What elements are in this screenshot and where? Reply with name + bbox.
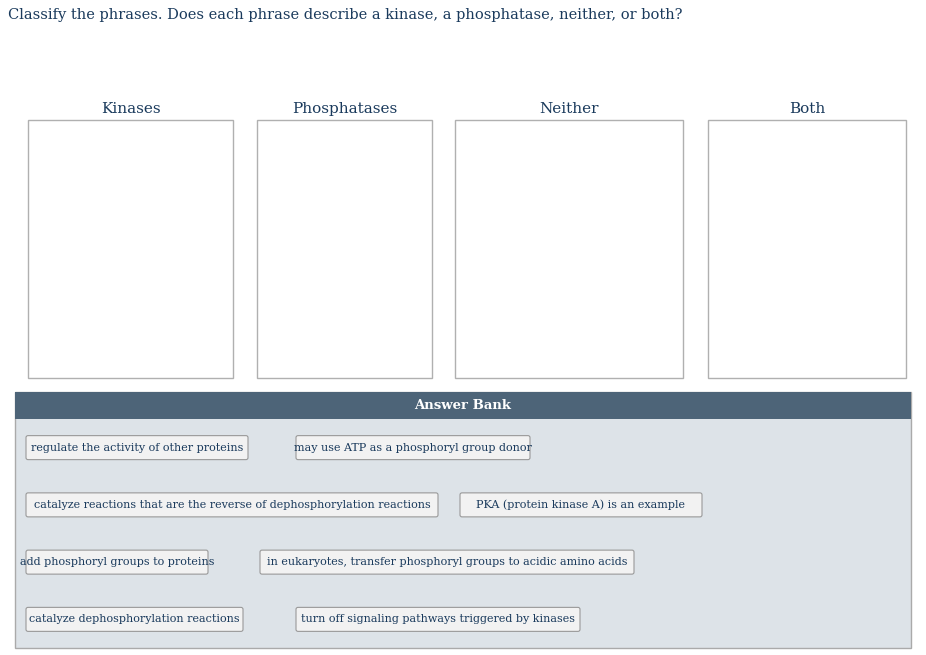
FancyBboxPatch shape <box>296 607 580 631</box>
Text: catalyze reactions that are the reverse of dephosphorylation reactions: catalyze reactions that are the reverse … <box>33 500 431 510</box>
Text: may use ATP as a phosphoryl group donor: may use ATP as a phosphoryl group donor <box>294 443 532 453</box>
Text: in eukaryotes, transfer phosphoryl groups to acidic amino acids: in eukaryotes, transfer phosphoryl group… <box>267 557 627 567</box>
FancyBboxPatch shape <box>28 120 233 378</box>
Text: catalyze dephosphorylation reactions: catalyze dephosphorylation reactions <box>30 614 240 624</box>
FancyBboxPatch shape <box>26 493 438 517</box>
FancyBboxPatch shape <box>708 120 906 378</box>
FancyBboxPatch shape <box>26 436 248 460</box>
FancyBboxPatch shape <box>296 436 530 460</box>
FancyBboxPatch shape <box>15 392 911 419</box>
Text: Answer Bank: Answer Bank <box>415 399 511 412</box>
FancyBboxPatch shape <box>460 493 702 517</box>
Text: Neither: Neither <box>539 102 599 116</box>
Text: regulate the activity of other proteins: regulate the activity of other proteins <box>31 443 244 453</box>
FancyBboxPatch shape <box>15 392 911 648</box>
FancyBboxPatch shape <box>26 550 208 574</box>
FancyBboxPatch shape <box>26 607 243 631</box>
FancyBboxPatch shape <box>260 550 634 574</box>
Text: Kinases: Kinases <box>101 102 160 116</box>
Text: turn off signaling pathways triggered by kinases: turn off signaling pathways triggered by… <box>301 614 575 624</box>
Text: add phosphoryl groups to proteins: add phosphoryl groups to proteins <box>19 557 214 567</box>
Text: Phosphatases: Phosphatases <box>292 102 397 116</box>
FancyBboxPatch shape <box>257 120 432 378</box>
Text: Classify the phrases. Does each phrase describe a kinase, a phosphatase, neither: Classify the phrases. Does each phrase d… <box>8 8 682 22</box>
Text: PKA (protein kinase A) is an example: PKA (protein kinase A) is an example <box>477 500 685 510</box>
FancyBboxPatch shape <box>455 120 683 378</box>
Text: Both: Both <box>789 102 825 116</box>
